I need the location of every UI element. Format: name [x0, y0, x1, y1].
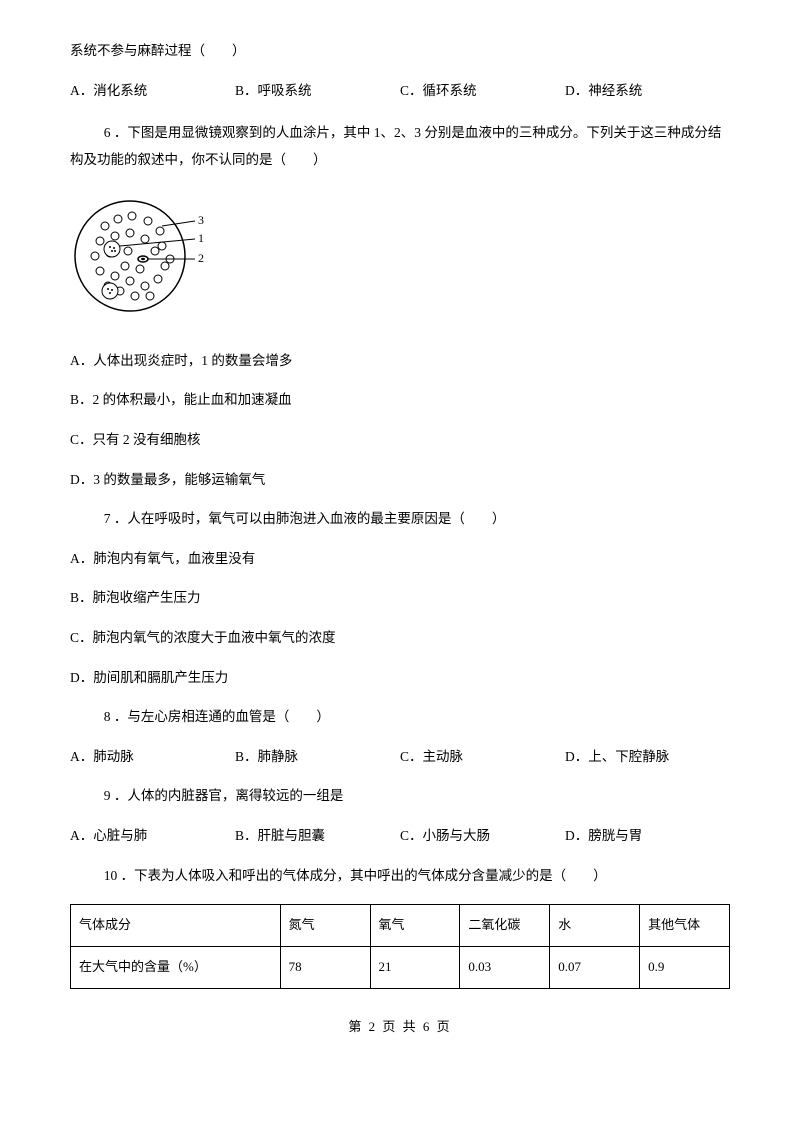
fig-label-3: 3 [198, 213, 204, 227]
cell-3: 0.07 [550, 946, 640, 988]
row-label: 在大气中的含量（%） [71, 946, 281, 988]
q8-opt-c: C．主动脉 [400, 746, 565, 768]
q9-opt-a: A．心脏与肺 [70, 825, 235, 847]
q8-opt-b: B．肺静脉 [235, 746, 400, 768]
q6-opt-a: A．人体出现炎症时，1 的数量会增多 [70, 350, 730, 372]
fig-label-1: 1 [198, 231, 204, 245]
q7-opt-d: D．肋间肌和膈肌产生压力 [70, 667, 730, 689]
q7-stem: 7 ．人在呼吸时，氧气可以由肺泡进入血液的最主要原因是（ ） [70, 508, 730, 530]
q7-opt-a: A．肺泡内有氧气，血液里没有 [70, 548, 730, 570]
q10-stem: 10 ．下表为人体吸入和呼出的气体成分，其中呼出的气体成分含量减少的是（ ） [70, 865, 730, 887]
q5-opt-a: A．消化系统 [70, 80, 235, 102]
q9-options: A．心脏与肺 B．肝脏与胆囊 C．小肠与大肠 D．膀胱与胃 [70, 825, 730, 847]
q8-options: A．肺动脉 B．肺静脉 C．主动脉 D．上、下腔静脉 [70, 746, 730, 768]
q8-opt-a: A．肺动脉 [70, 746, 235, 768]
cell-4: 0.9 [640, 946, 730, 988]
q5-options: A．消化系统 B．呼吸系统 C．循环系统 D．神经系统 [70, 80, 730, 102]
q8-stem: 8 ．与左心房相连通的血管是（ ） [70, 706, 730, 728]
q7-opt-c: C．肺泡内氧气的浓度大于血液中氧气的浓度 [70, 627, 730, 649]
th-2: 氧气 [370, 905, 460, 947]
q9-opt-c: C．小肠与大肠 [400, 825, 565, 847]
q5-opt-d: D．神经系统 [565, 80, 730, 102]
th-5: 其他气体 [640, 905, 730, 947]
q5-opt-b: B．呼吸系统 [235, 80, 400, 102]
q6-opt-c: C．只有 2 没有细胞核 [70, 429, 730, 451]
q6-opt-b: B．2 的体积最小，能止血和加速凝血 [70, 389, 730, 411]
fig-label-2: 2 [198, 251, 204, 265]
th-1: 氮气 [280, 905, 370, 947]
q9-opt-b: B．肝脏与胆囊 [235, 825, 400, 847]
q8-opt-d: D．上、下腔静脉 [565, 746, 730, 768]
gas-table: 气体成分 氮气 氧气 二氧化碳 水 其他气体 在大气中的含量（%） 78 21 … [70, 904, 730, 989]
q6-stem: 6 ．下图是用显微镜观察到的人血涂片，其中 1、2、3 分别是血液中的三种成分。… [70, 119, 730, 173]
cell-0: 78 [280, 946, 370, 988]
page-footer: 第 2 页 共 6 页 [70, 1017, 730, 1038]
cell-1: 21 [370, 946, 460, 988]
th-3: 二氧化碳 [460, 905, 550, 947]
q5-tail: 系统不参与麻醉过程（ ） [70, 40, 730, 62]
q6-figure: 3 1 2 [70, 191, 730, 328]
th-0: 气体成分 [71, 905, 281, 947]
table-row: 在大气中的含量（%） 78 21 0.03 0.07 0.9 [71, 946, 730, 988]
q6-opt-d: D．3 的数量最多，能够运输氧气 [70, 469, 730, 491]
q7-opt-b: B．肺泡收缩产生压力 [70, 587, 730, 609]
q9-stem: 9 ．人体的内脏器官，离得较远的一组是 [70, 785, 730, 807]
th-4: 水 [550, 905, 640, 947]
table-header-row: 气体成分 氮气 氧气 二氧化碳 水 其他气体 [71, 905, 730, 947]
cell-2: 0.03 [460, 946, 550, 988]
q9-opt-d: D．膀胱与胃 [565, 825, 730, 847]
q5-opt-c: C．循环系统 [400, 80, 565, 102]
